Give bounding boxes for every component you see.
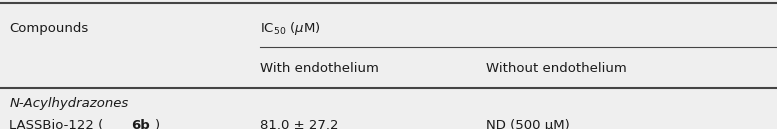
Text: N-Acylhydrazones: N-Acylhydrazones xyxy=(9,97,128,110)
Text: ND (500 μM): ND (500 μM) xyxy=(486,119,570,129)
Text: IC$_{50}$ ($\mu$M): IC$_{50}$ ($\mu$M) xyxy=(260,20,321,37)
Text: Compounds: Compounds xyxy=(9,22,89,35)
Text: ): ) xyxy=(155,119,160,129)
Text: Without endothelium: Without endothelium xyxy=(486,62,626,75)
Text: 6b: 6b xyxy=(131,119,150,129)
Text: With endothelium: With endothelium xyxy=(260,62,379,75)
Text: 81.0 ± 27.2: 81.0 ± 27.2 xyxy=(260,119,339,129)
Text: LASSBio-122 (: LASSBio-122 ( xyxy=(9,119,103,129)
